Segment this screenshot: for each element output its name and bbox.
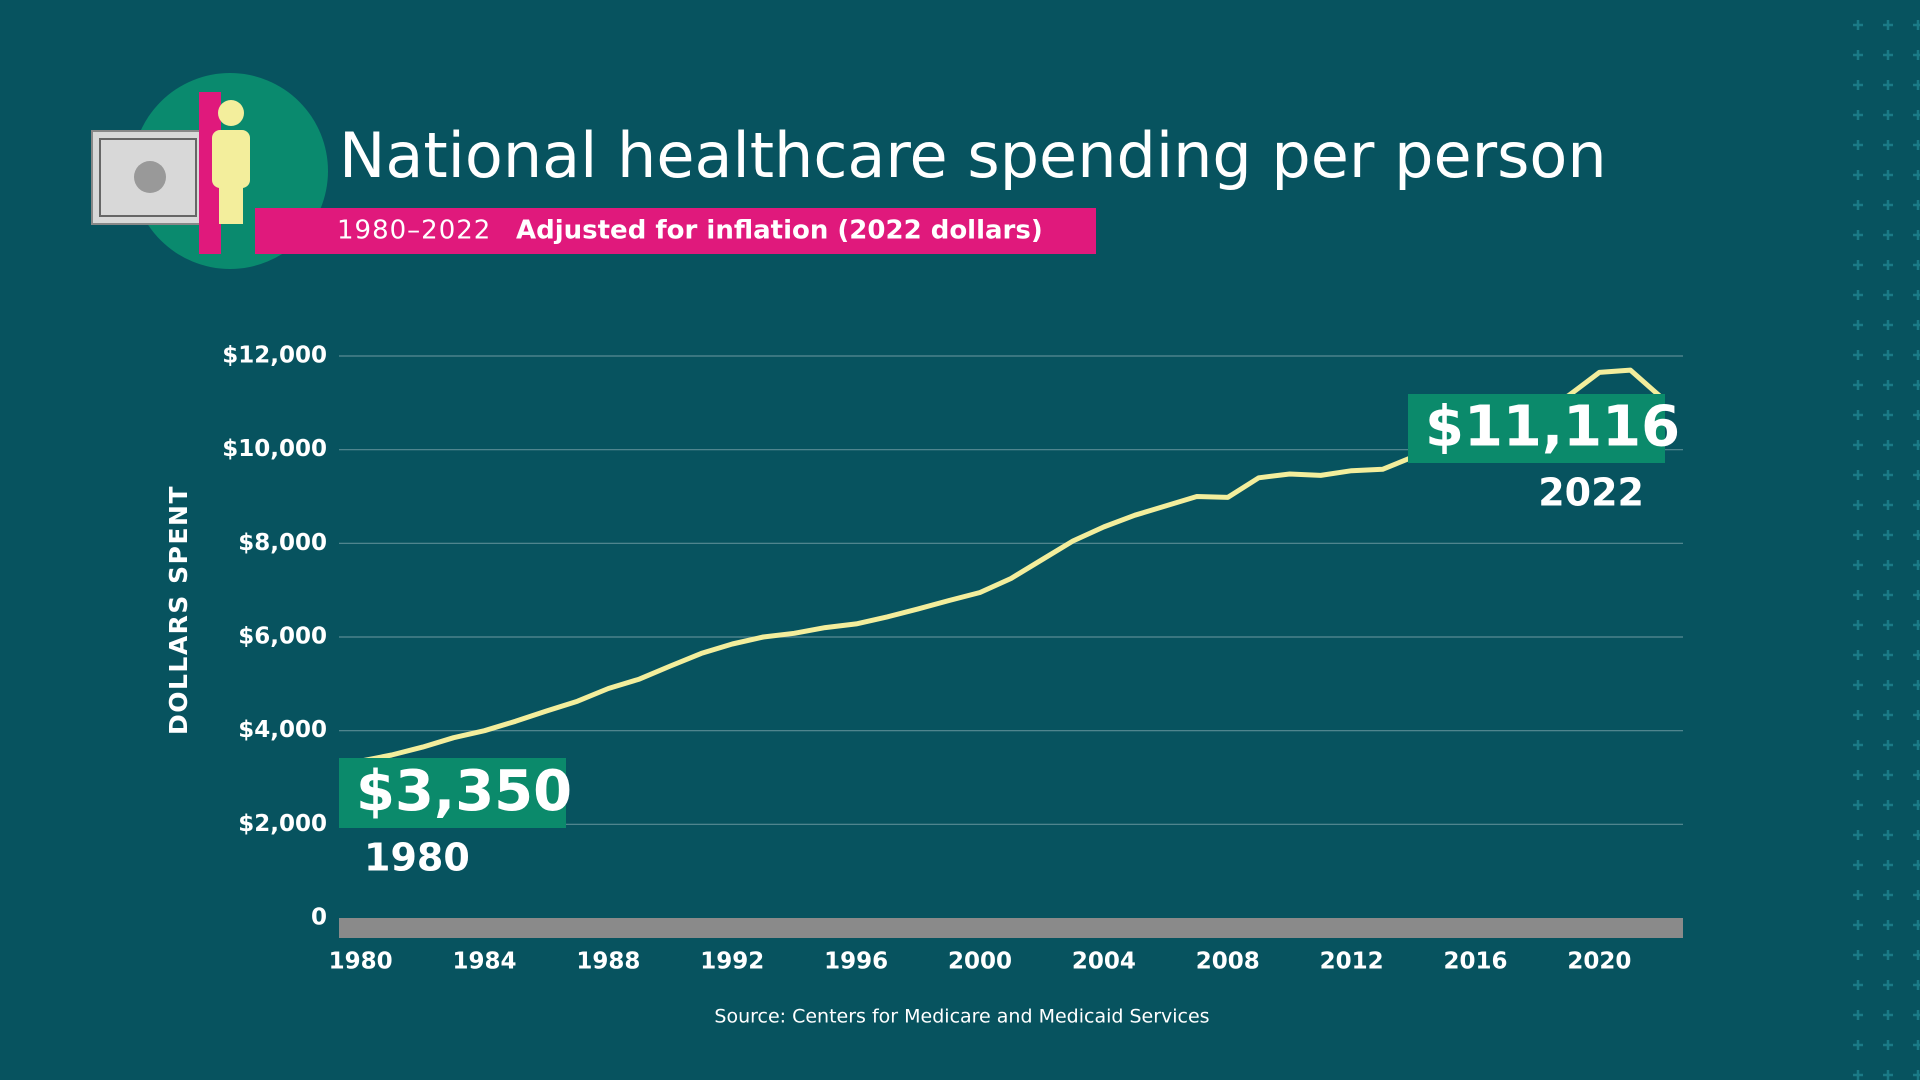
y-axis-label: DOLLARS SPENT (164, 485, 193, 735)
callout-value: $11,116 (1425, 395, 1680, 460)
chart-title: National healthcare spending per person (339, 119, 1607, 192)
y-tick-label: $12,000 (222, 343, 327, 369)
x-tick-label: 1988 (576, 949, 640, 975)
x-tick-label: 2012 (1320, 949, 1384, 975)
callout-box (1408, 394, 1665, 463)
x-tick-label: 2004 (1072, 949, 1136, 975)
x-tick-label: 2008 (1196, 949, 1260, 975)
source: Source: Centers for Medicare and Medicai… (714, 1006, 1209, 1028)
logo-icon (91, 73, 328, 269)
y-tick-label: $2,000 (238, 811, 327, 837)
x-tick-label: 1984 (453, 949, 517, 975)
y-tick-label: $10,000 (222, 436, 327, 462)
y-tick-label: $8,000 (238, 530, 327, 556)
x-tick-label: 1992 (700, 949, 764, 975)
subtitle-bar (255, 208, 1096, 254)
y-tick-label: $6,000 (238, 624, 327, 650)
x-tick-label: 1980 (329, 949, 393, 975)
x-tick-label: 2020 (1567, 949, 1631, 975)
x-tick-label: 2016 (1444, 949, 1508, 975)
callout-box (339, 758, 566, 828)
callout-year: 2022 (1538, 471, 1644, 515)
decor-pattern (1840, 0, 1920, 1080)
y-tick-label: $4,000 (238, 717, 327, 743)
x-tick-label: 2000 (948, 949, 1012, 975)
subtitle-years: 1980–2022 (337, 216, 491, 246)
baseline (339, 918, 1683, 938)
y-tick-label: 0 (311, 905, 327, 931)
x-tick-label: 1996 (824, 949, 888, 975)
callout-value: $3,350 (356, 759, 572, 824)
subtitle: Adjusted for inflation (2022 dollars) (516, 216, 1043, 246)
callout-year: 1980 (364, 836, 470, 880)
